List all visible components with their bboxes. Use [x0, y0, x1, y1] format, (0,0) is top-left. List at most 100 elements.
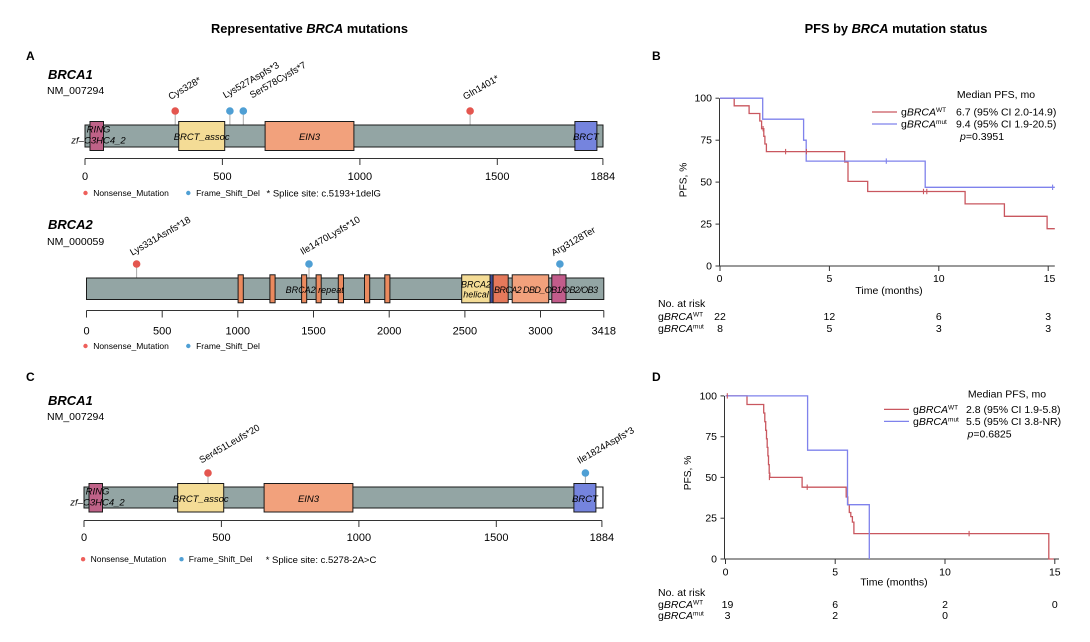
svg-text:25: 25	[705, 513, 717, 525]
svg-text:5: 5	[826, 273, 832, 285]
svg-text:3: 3	[1045, 323, 1051, 335]
svg-text:9.4 (95% CI 1.9-20.5): 9.4 (95% CI 1.9-20.5)	[956, 119, 1056, 131]
svg-text:gBRCAmut: gBRCAmut	[913, 416, 959, 428]
svg-text:Median PFS, mo: Median PFS, mo	[957, 89, 1035, 101]
svg-text:EIN3: EIN3	[299, 132, 321, 143]
svg-text:5.5 (95% CI 3.8-NR): 5.5 (95% CI 3.8-NR)	[966, 416, 1061, 428]
svg-text:3000: 3000	[528, 326, 552, 338]
svg-text:BRCA2: BRCA2	[461, 280, 491, 290]
svg-text:BRCT: BRCT	[573, 132, 600, 143]
svg-text:D: D	[652, 370, 661, 384]
svg-text:Frame_Shift_Del: Frame_Shift_Del	[196, 188, 260, 198]
svg-text:0: 0	[1052, 599, 1058, 611]
svg-text:PFS, %: PFS, %	[679, 163, 690, 198]
svg-text:gBRCAmut: gBRCAmut	[658, 610, 704, 622]
svg-text:0: 0	[717, 273, 723, 285]
svg-text:Median PFS, mo: Median PFS, mo	[968, 389, 1046, 401]
svg-text:1884: 1884	[591, 171, 615, 183]
svg-text:gBRCAmut: gBRCAmut	[658, 323, 704, 335]
svg-text:100: 100	[694, 93, 712, 105]
svg-text:BRCA2 DBD_OB1/OB2/OB3: BRCA2 DBD_OB1/OB2/OB3	[494, 285, 598, 295]
svg-text:25: 25	[700, 219, 712, 231]
svg-text:0: 0	[706, 261, 712, 273]
svg-text:3: 3	[936, 323, 942, 335]
svg-text:15: 15	[1049, 567, 1061, 579]
svg-text:Frame_Shift_Del: Frame_Shift_Del	[196, 341, 260, 351]
svg-text:0: 0	[83, 326, 89, 338]
svg-text:Nonsense_Mutation: Nonsense_Mutation	[93, 341, 169, 351]
svg-text:15: 15	[1044, 273, 1056, 285]
svg-text:Time (months): Time (months)	[860, 577, 927, 589]
svg-text:2500: 2500	[453, 326, 477, 338]
svg-text:RING: RING	[86, 487, 110, 498]
svg-text:100: 100	[699, 390, 717, 402]
svg-text:2: 2	[942, 599, 948, 611]
svg-text:C: C	[26, 370, 35, 384]
svg-text:10: 10	[933, 273, 945, 285]
svg-text:0: 0	[942, 610, 948, 622]
svg-text:0: 0	[81, 532, 87, 544]
svg-text:5: 5	[826, 323, 832, 335]
svg-text:BRCA1: BRCA1	[48, 393, 93, 408]
svg-text:BRCT_assoc: BRCT_assoc	[173, 494, 229, 505]
svg-text:75: 75	[705, 431, 717, 443]
svg-text:Frame_Shift_Del: Frame_Shift_Del	[189, 554, 253, 564]
svg-text:12: 12	[824, 311, 836, 323]
svg-text:0: 0	[723, 567, 729, 579]
svg-text:gBRCAWT: gBRCAWT	[658, 311, 703, 323]
svg-text:500: 500	[153, 326, 171, 338]
svg-text:Time (months): Time (months)	[855, 285, 922, 297]
svg-text:zf–C3HC4_2: zf–C3HC4_2	[69, 498, 125, 509]
svg-text:NM_000059: NM_000059	[47, 236, 104, 248]
svg-text:Representative BRCA mutations: Representative BRCA mutations	[211, 21, 408, 36]
svg-text:gBRCAmut: gBRCAmut	[901, 119, 947, 131]
svg-text:PFS, %: PFS, %	[683, 456, 694, 491]
svg-text:2: 2	[832, 610, 838, 622]
svg-text:0: 0	[711, 554, 717, 566]
svg-text:19: 19	[722, 599, 734, 611]
svg-text:75: 75	[700, 135, 712, 147]
svg-text:1884: 1884	[590, 532, 614, 544]
svg-text:No. at risk: No. at risk	[658, 587, 706, 599]
svg-text:500: 500	[212, 532, 230, 544]
svg-text:1500: 1500	[484, 532, 508, 544]
svg-text:2.8 (95% CI 1.9-5.8): 2.8 (95% CI 1.9-5.8)	[966, 404, 1061, 416]
svg-text:3: 3	[725, 610, 731, 622]
svg-text:p=0.3951: p=0.3951	[959, 131, 1004, 143]
svg-text:A: A	[26, 49, 35, 63]
svg-text:NM_007294: NM_007294	[47, 411, 104, 423]
svg-text:Nonsense_Mutation: Nonsense_Mutation	[91, 554, 167, 564]
svg-text:BRCA1: BRCA1	[48, 67, 93, 82]
svg-text:* Splice site: c.5193+1delG: * Splice site: c.5193+1delG	[267, 189, 381, 200]
svg-text:No. at risk: No. at risk	[658, 298, 706, 310]
svg-text:1000: 1000	[348, 171, 372, 183]
svg-text:3: 3	[1045, 311, 1051, 323]
svg-text:BRCT_assoc: BRCT_assoc	[174, 132, 230, 143]
svg-text:6.7 (95% CI 2.0-14.9): 6.7 (95% CI 2.0-14.9)	[956, 107, 1056, 119]
svg-text:1000: 1000	[347, 532, 371, 544]
svg-text:zf–C3HC4_2: zf–C3HC4_2	[70, 136, 126, 147]
svg-text:BRCA2: BRCA2	[48, 217, 94, 232]
svg-text:NM_007294: NM_007294	[47, 85, 104, 97]
svg-text:1500: 1500	[301, 326, 325, 338]
svg-text:gBRCAWT: gBRCAWT	[901, 107, 946, 119]
svg-text:gBRCAWT: gBRCAWT	[658, 599, 703, 611]
svg-text:0: 0	[82, 171, 88, 183]
svg-text:3418: 3418	[592, 326, 616, 338]
svg-text:* Splice site: c.5278-2A>C: * Splice site: c.5278-2A>C	[266, 555, 377, 566]
svg-text:500: 500	[213, 171, 231, 183]
svg-text:8: 8	[717, 323, 723, 335]
svg-text:p=0.6825: p=0.6825	[967, 428, 1012, 440]
svg-text:PFS by BRCA mutation status: PFS by BRCA mutation status	[805, 21, 988, 36]
svg-text:50: 50	[705, 472, 717, 484]
svg-text:gBRCAWT: gBRCAWT	[913, 404, 958, 416]
svg-text:RING: RING	[87, 125, 111, 136]
svg-text:Nonsense_Mutation: Nonsense_Mutation	[93, 188, 169, 198]
svg-text:6: 6	[832, 599, 838, 611]
svg-text:EIN3: EIN3	[298, 494, 320, 505]
svg-text:BRCT: BRCT	[572, 494, 599, 505]
svg-text:B: B	[652, 49, 661, 63]
svg-text:50: 50	[700, 177, 712, 189]
svg-text:1000: 1000	[226, 326, 250, 338]
svg-text:helical: helical	[463, 290, 490, 300]
